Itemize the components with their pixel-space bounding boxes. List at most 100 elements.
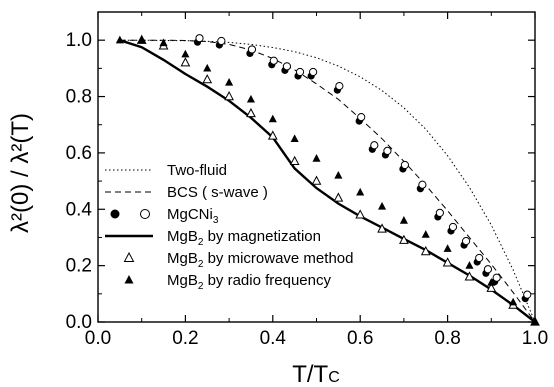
series-solid-line [119, 39, 536, 323]
radio-frequency-point [115, 35, 124, 44]
radio-frequency-point [181, 49, 190, 58]
legend-item: MgCNi3 [110, 206, 219, 226]
x-tick-label: 0.6 [347, 328, 373, 349]
legend-item: MgB2 by radio frequency [124, 272, 331, 292]
x-tick-label: 0.0 [85, 328, 111, 349]
radio-frequency-point [246, 94, 255, 103]
mgcni3-open-point [217, 36, 226, 46]
microwave-point [420, 245, 431, 256]
mgcni3-open-point [195, 34, 204, 43]
legend-item: MgB2 by microwave method [123, 250, 353, 270]
legend-label: BCS ( s-wave ) [167, 184, 268, 201]
mgcni3-open-point [523, 290, 532, 299]
mgcni3-open-point [309, 67, 318, 77]
legend-item: Two-fluid [105, 162, 227, 179]
legend-label-subscript: 2 [198, 281, 204, 292]
legend-label-subscript: 3 [213, 215, 219, 226]
series-filled-open-circles [193, 34, 532, 303]
legend-label-suffix: by magnetization [203, 228, 321, 245]
legend-label: MgB2 by radio frequency [167, 272, 331, 292]
microwave-point [202, 74, 213, 84]
legend-label: MgCNi3 [167, 206, 219, 226]
axes-layer: 0.0 0.2 0.4 0.6 0.8 1.0 0.0 0.2 0.4 0.6 0.8 1.0 [66, 11, 548, 349]
radio-frequency-point [509, 297, 518, 306]
microwave-point [377, 223, 387, 233]
legend-item: MgB2 by magnetization [105, 228, 321, 248]
legend-swatch-filled-circle [110, 209, 120, 219]
mgcni3-open-point [492, 273, 501, 282]
microwave-point [246, 107, 256, 118]
radio-frequency-point [225, 77, 234, 86]
microwave-point [486, 282, 497, 292]
mgcni3-open-point [435, 208, 444, 218]
legend-label-name: MgCNi [167, 206, 213, 223]
radio-frequency-point [137, 35, 146, 44]
y-tick-label: 0.2 [66, 256, 92, 277]
radio-frequency-point [268, 114, 277, 123]
radio-frequency-point [378, 201, 387, 210]
legend-label-name: Two-fluid [167, 162, 227, 179]
mgcni3-open-point [448, 222, 458, 232]
mgcni3-open-point [475, 253, 484, 263]
legend-label: Two-fluid [167, 162, 227, 179]
series-filled-triangles [115, 35, 540, 326]
radio-frequency-point [203, 63, 212, 72]
y-tick-label: 0.4 [66, 199, 93, 220]
microwave-point [224, 90, 234, 101]
microwave-point [355, 209, 366, 219]
microwave-point [464, 271, 475, 281]
radio-frequency-point [421, 230, 430, 238]
x-tick-label: 0.2 [172, 328, 198, 349]
mgcni3-open-point [400, 160, 409, 170]
legend-label-suffix: by microwave method [203, 250, 353, 267]
y-tick-label: 0.8 [66, 87, 92, 108]
radio-frequency-point [443, 244, 452, 252]
magnetization-line [119, 39, 536, 323]
legend-label-subscript: 2 [198, 237, 204, 248]
mgcni3-open-point [269, 56, 278, 65]
microwave-point [333, 192, 344, 202]
radio-frequency-point [159, 38, 168, 47]
legend-label-name: MgB [167, 272, 198, 289]
legend-label: MgB2 by microwave method [167, 250, 353, 270]
mgcni3-open-point [383, 146, 392, 156]
legend-label-subscript: 2 [198, 259, 204, 270]
x-axis-label: T/TC [292, 361, 340, 387]
radio-frequency-point [356, 187, 365, 196]
mgcni3-open-point [370, 141, 379, 150]
legend-label: MgB2 by magnetization [167, 228, 321, 248]
legend-label-name: BCS ( s-wave ) [167, 184, 268, 201]
mgcni3-open-point [282, 62, 292, 71]
mgcni3-open-point [461, 236, 471, 246]
y-axis-label: λ²(0) / λ²(T) [7, 113, 34, 233]
mgcni3-open-point [295, 67, 305, 77]
radio-frequency-point [290, 134, 299, 142]
series-layer [115, 34, 540, 326]
x-tick-label: 0.8 [434, 328, 460, 349]
legend-swatch-filled-triangle [124, 275, 134, 284]
microwave-point [442, 257, 453, 267]
microwave-point [311, 175, 322, 185]
legend-item: BCS ( s-wave ) [105, 184, 268, 201]
two-fluid-line [119, 39, 536, 323]
radio-frequency-point [487, 278, 496, 286]
y-tick-label: 1.0 [66, 30, 92, 51]
legend-label-suffix: by radio frequency [203, 272, 331, 289]
legend-label-name: MgB [167, 228, 198, 245]
legend-label-name: MgB [167, 250, 198, 267]
legend-swatch-open-circle [140, 209, 150, 219]
microwave-point [180, 57, 191, 67]
radio-frequency-point [312, 154, 321, 162]
microwave-point [289, 155, 300, 166]
mgcni3-open-point [418, 180, 427, 189]
mgcni3-open-point [357, 112, 366, 122]
mgcni3-open-point [247, 45, 257, 54]
mgcni3-open-point [335, 81, 344, 91]
microwave-point [399, 234, 409, 244]
y-tick-label: 0.0 [66, 312, 92, 333]
legend-swatch-open-triangle [123, 251, 135, 262]
radio-frequency-point [334, 170, 343, 179]
y-tick-label: 0.6 [66, 143, 92, 164]
